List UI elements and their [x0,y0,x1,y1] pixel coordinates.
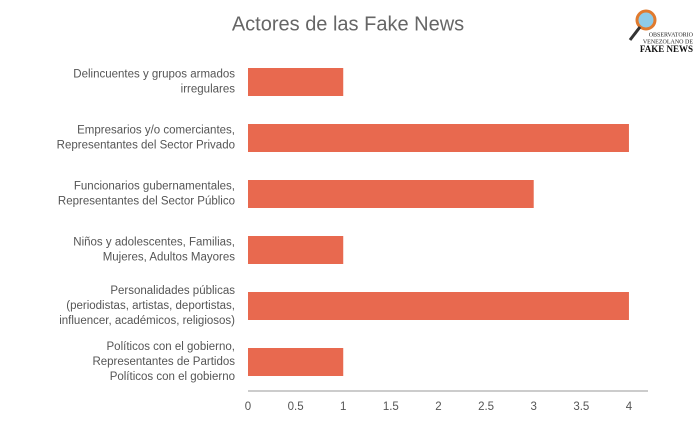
x-tick-label: 2.5 [478,401,494,413]
logo-text: OBSERVATORIO [649,32,694,38]
x-tick-label: 2 [435,401,441,413]
x-tick-label: 0.5 [288,401,304,413]
y-tick-label: Personalidades públicas (periodistas, art… [59,285,235,327]
x-tick-label: 1 [340,401,346,413]
chart-title: Actores de las Fake News [232,13,464,35]
logo-text: VENEZOLANO DE [643,39,693,45]
logo-lens [635,9,657,31]
x-tick-label: 0 [245,401,251,413]
y-tick-label: Funcionarios gubernamentales, Representan… [58,181,235,208]
bar [248,292,629,320]
y-tick-label: Empresarios y/o comerciantes, Representan… [57,125,235,152]
y-tick-label: Políticos con el gobierno, Representantes… [92,341,235,383]
y-tick-label: Niños y adolescentes, Familias, Mujeres, … [73,237,235,264]
bar [248,124,629,152]
bar [248,180,534,208]
logo-handle [628,26,642,41]
bar [248,348,344,376]
logo-text: FAKE NEWS [640,44,693,54]
x-tick-label: 3.5 [573,401,589,413]
x-tick-label: 1.5 [383,401,399,413]
bar [248,236,344,264]
y-tick-label: Delincuentes y grupos armados irregulares [73,69,235,96]
logo: OBSERVATORIO VENEZOLANO DE FAKE NEWS [628,9,694,54]
x-tick-label: 3 [531,401,537,413]
bar [248,68,344,96]
x-tick-label: 4 [626,401,633,413]
